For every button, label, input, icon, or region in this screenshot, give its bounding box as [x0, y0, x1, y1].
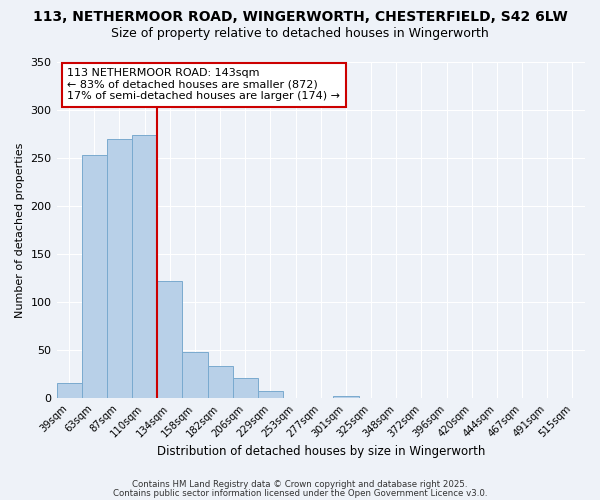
Bar [82, 155, 107, 398]
Text: Size of property relative to detached houses in Wingerworth: Size of property relative to detached ho… [111, 28, 489, 40]
Bar [56, 383, 82, 398]
Text: 113 NETHERMOOR ROAD: 143sqm
← 83% of detached houses are smaller (872)
17% of se: 113 NETHERMOOR ROAD: 143sqm ← 83% of det… [67, 68, 340, 102]
X-axis label: Distribution of detached houses by size in Wingerworth: Distribution of detached houses by size … [157, 444, 485, 458]
Text: Contains HM Land Registry data © Crown copyright and database right 2025.: Contains HM Land Registry data © Crown c… [132, 480, 468, 489]
Bar [233, 378, 258, 398]
Text: Contains public sector information licensed under the Open Government Licence v3: Contains public sector information licen… [113, 488, 487, 498]
Bar [107, 140, 132, 398]
Bar [334, 396, 359, 398]
Y-axis label: Number of detached properties: Number of detached properties [15, 142, 25, 318]
Bar [208, 366, 233, 398]
Bar [258, 391, 283, 398]
Bar [157, 281, 182, 398]
Bar [182, 352, 208, 399]
Text: 113, NETHERMOOR ROAD, WINGERWORTH, CHESTERFIELD, S42 6LW: 113, NETHERMOOR ROAD, WINGERWORTH, CHEST… [32, 10, 568, 24]
Bar [132, 134, 157, 398]
